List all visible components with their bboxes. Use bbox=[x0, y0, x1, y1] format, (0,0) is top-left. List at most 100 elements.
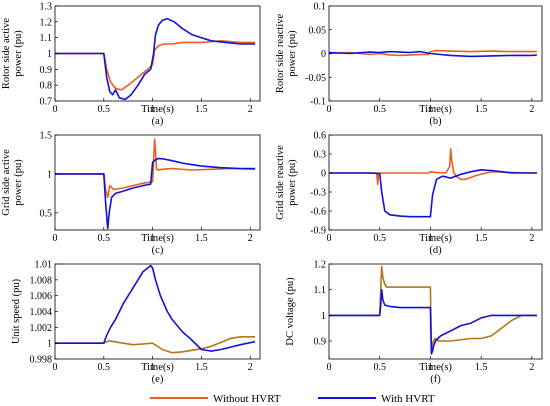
y-tick-label: 0 bbox=[321, 49, 326, 60]
x-axis-label: Time(s) bbox=[419, 104, 452, 115]
series-group bbox=[55, 264, 256, 354]
y-tick-label: 0.3 bbox=[314, 150, 327, 161]
y-tick-label: 1.1 bbox=[40, 33, 53, 44]
y-tick-label: -0.05 bbox=[305, 73, 326, 84]
y-axis-label: power (pu) bbox=[13, 30, 24, 77]
x-tick-label: 2 bbox=[248, 233, 253, 244]
y-axis-label: DC voltage (pu) bbox=[285, 277, 296, 346]
series-line-with-hvrt bbox=[329, 169, 537, 218]
y-tick-label: 1.01 bbox=[35, 260, 53, 271]
y-axis-label: Grid side reactive bbox=[275, 145, 286, 220]
x-tick-label: 1.5 bbox=[475, 233, 488, 244]
x-tick-label: 0 bbox=[327, 362, 332, 373]
y-tick-label: 0.998 bbox=[30, 355, 53, 366]
series-line-without-hvrt bbox=[55, 335, 256, 354]
x-tick-label: 0.5 bbox=[98, 233, 111, 244]
y-axis-label: Rotor side active bbox=[1, 18, 12, 89]
y-tick-label: 0.9 bbox=[40, 65, 53, 76]
series-group bbox=[55, 17, 256, 101]
series-group bbox=[329, 148, 537, 218]
y-tick-label: 0 bbox=[321, 169, 326, 180]
plot-frame bbox=[54, 134, 261, 231]
y-tick-label: 0.6 bbox=[314, 131, 327, 142]
x-axis-label: Time(s) bbox=[141, 233, 174, 244]
panel-caption: (f) bbox=[430, 374, 441, 385]
y-axis-label: Rotor side reactive bbox=[275, 14, 286, 94]
y-tick-label: 0.1 bbox=[314, 2, 327, 13]
chart-panel: 0 0.5 1 1.5 2 0.998 1 1.002 1.004 1.006 1.008 1.01 T… bbox=[11, 260, 261, 385]
panel-caption: (e) bbox=[152, 374, 164, 385]
x-tick-label: 0 bbox=[53, 104, 58, 115]
chart-panel: 0 0.5 1 1.5 2 0.7 0.8 0.9 1 1.1 1.2 1.3 Time(s)(a) Ro… bbox=[1, 2, 261, 127]
y-tick-label: 1.2 bbox=[40, 17, 53, 28]
x-tick-label: 1.5 bbox=[475, 104, 488, 115]
x-tick-label: 0.5 bbox=[373, 233, 386, 244]
x-tick-label: 2 bbox=[529, 104, 534, 115]
x-axis-label: Time(s) bbox=[141, 362, 174, 373]
series-line-with-hvrt bbox=[55, 264, 256, 352]
y-axis-label: Unit speed (pu) bbox=[11, 278, 22, 344]
y-tick-label: -0.6 bbox=[310, 207, 326, 218]
legend-label-without-hvrt: Without HVRT bbox=[213, 393, 281, 405]
series-line-with-hvrt bbox=[55, 157, 256, 230]
x-axis-label: Time(s) bbox=[419, 233, 452, 244]
y-tick-label: 1 bbox=[47, 169, 52, 180]
x-tick-label: 0.5 bbox=[98, 362, 111, 373]
y-tick-label: 1.2 bbox=[314, 260, 327, 271]
y-axis-label: Grid side active bbox=[1, 149, 12, 216]
x-tick-label: 1.5 bbox=[195, 362, 208, 373]
series-line-without-hvrt bbox=[55, 138, 256, 199]
y-axis-label: power (pu) bbox=[287, 159, 298, 206]
y-tick-label: 1.006 bbox=[30, 291, 53, 302]
chart-panel: 0 0.5 1 1.5 2 0.5 1 1.5 Time(s)(c) Grid side acti… bbox=[1, 131, 261, 256]
chart-panel: 0 0.5 1 1.5 2 -0.9 -0.6 -0.3 0 0.3 0.6 Time(s)(d) Gr… bbox=[275, 131, 543, 256]
y-tick-label: -0.9 bbox=[310, 226, 326, 237]
legend-label-with-hvrt: With HVRT bbox=[381, 393, 435, 405]
x-tick-label: 2 bbox=[529, 233, 534, 244]
y-tick-label: 0.7 bbox=[40, 97, 53, 108]
x-tick-label: 0.5 bbox=[373, 362, 386, 373]
y-axis-label: power (pu) bbox=[287, 30, 298, 77]
y-tick-label: 1.008 bbox=[30, 275, 53, 286]
x-axis-label: Time(s) bbox=[419, 362, 452, 373]
plot-frame bbox=[328, 134, 543, 231]
x-tick-label: 2 bbox=[529, 362, 534, 373]
panel-caption: (d) bbox=[429, 245, 442, 256]
series-line-without-hvrt bbox=[55, 39, 256, 91]
x-tick-label: 1 bbox=[150, 362, 155, 373]
series-line-without-hvrt bbox=[329, 148, 537, 186]
x-tick-label: 1.5 bbox=[195, 104, 208, 115]
plot-frame bbox=[54, 263, 261, 360]
series-line-with-hvrt bbox=[55, 17, 256, 101]
y-tick-label: 0.5 bbox=[40, 208, 53, 219]
x-tick-label: 1.5 bbox=[475, 362, 488, 373]
y-tick-label: 1.002 bbox=[30, 323, 53, 334]
x-axis-label: Time(s) bbox=[141, 104, 174, 115]
x-tick-label: 0 bbox=[53, 233, 58, 244]
x-tick-label: 1 bbox=[428, 104, 433, 115]
y-tick-label: 1.5 bbox=[40, 131, 53, 142]
y-tick-label: -0.1 bbox=[310, 97, 326, 108]
series-line-without-hvrt bbox=[329, 49, 537, 57]
x-tick-label: 0 bbox=[327, 233, 332, 244]
x-tick-label: 1 bbox=[150, 104, 155, 115]
panel-caption: (b) bbox=[429, 116, 442, 127]
y-tick-label: 0.8 bbox=[40, 81, 53, 92]
x-tick-label: 0 bbox=[53, 362, 58, 373]
y-tick-label: 0.05 bbox=[309, 25, 327, 36]
y-tick-label: 1 bbox=[321, 311, 326, 322]
x-tick-label: 0 bbox=[327, 104, 332, 115]
chart-panel: 0 0.5 1 1.5 2 -0.1 -0.05 0 0.05 0.1 Time(s)(b) Roto… bbox=[275, 2, 543, 127]
plot-frame bbox=[328, 263, 543, 360]
series-group bbox=[55, 138, 256, 230]
series-group bbox=[329, 265, 537, 355]
x-tick-label: 1 bbox=[428, 362, 433, 373]
legend: Without HVRT With HVRT bbox=[150, 393, 435, 405]
x-tick-label: 1 bbox=[150, 233, 155, 244]
y-tick-label: 1.004 bbox=[30, 307, 53, 318]
panel-caption: (a) bbox=[152, 116, 164, 127]
y-tick-label: 1.1 bbox=[314, 285, 327, 296]
y-tick-label: 0.9 bbox=[314, 337, 327, 348]
y-axis-label: power (pu) bbox=[13, 159, 24, 206]
y-tick-label: 1.3 bbox=[40, 2, 53, 13]
